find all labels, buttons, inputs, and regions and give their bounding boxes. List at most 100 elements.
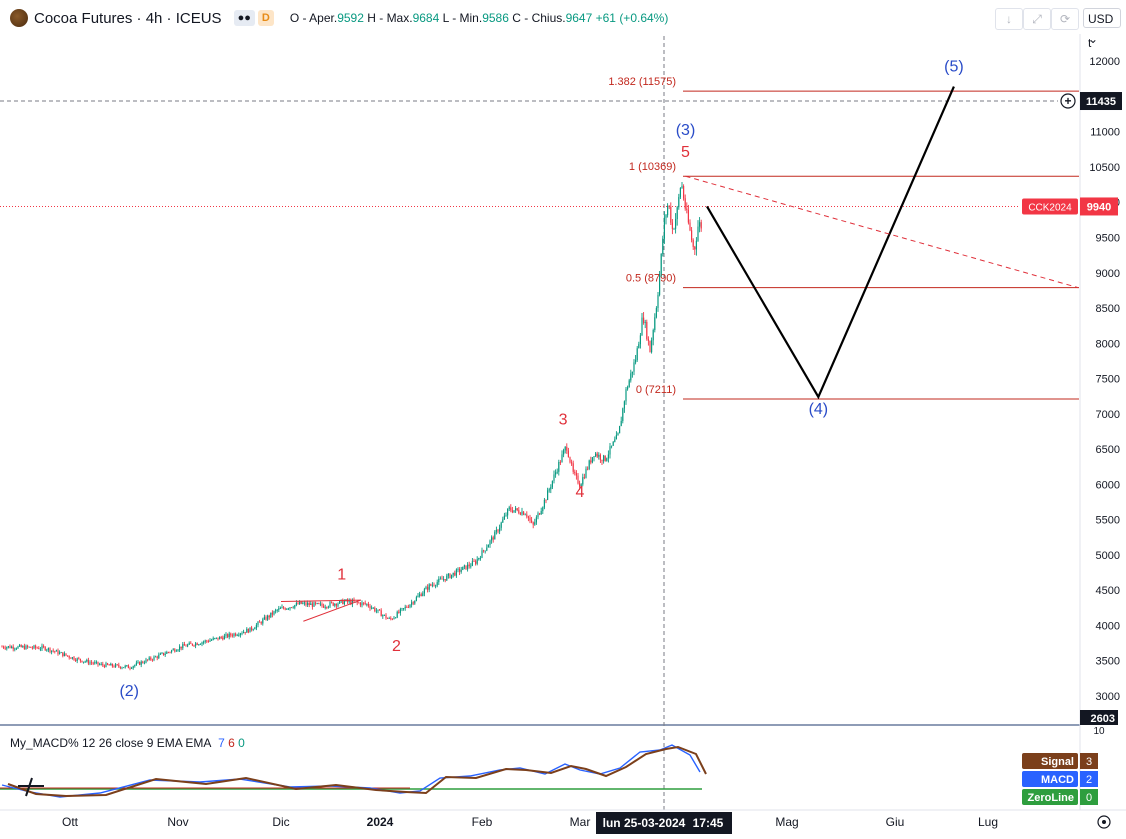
ohlc-change: +61 (+0.64%)	[595, 11, 669, 25]
signal-line[interactable]	[7, 745, 707, 798]
expand-icon[interactable]: ⤢	[1023, 8, 1051, 30]
wave-label-w5-major[interactable]: (5)	[944, 59, 964, 76]
candle-body	[601, 459, 603, 462]
candle-body	[446, 575, 448, 581]
wave-projection-path[interactable]	[706, 86, 955, 400]
candle-body	[140, 661, 142, 665]
candle-body	[334, 603, 336, 606]
wave-label-w3-major[interactable]: (3)	[676, 122, 696, 139]
unit-select[interactable]: t	[1088, 36, 1092, 50]
candle-body	[81, 660, 83, 663]
candle-body	[643, 317, 645, 323]
candle-body	[267, 615, 269, 620]
candle-body	[134, 664, 136, 667]
wave-label-w3[interactable]: 3	[559, 411, 568, 428]
candle-body	[427, 587, 429, 590]
candle-body	[438, 578, 440, 583]
candle-body	[19, 645, 21, 647]
symbol-title[interactable]: Cocoa Futures · 4h · ICEUS	[34, 9, 222, 27]
candle-body	[611, 445, 613, 447]
candle-body	[372, 607, 374, 609]
wave-label-w2[interactable]: 2	[392, 638, 401, 655]
candle-body	[92, 662, 94, 664]
candle-body	[665, 215, 667, 218]
plus-icon[interactable]: +	[1064, 94, 1071, 108]
candle-body	[185, 645, 187, 647]
symbol-price-badge[interactable]	[1022, 198, 1078, 215]
candle-body	[95, 661, 97, 663]
candle-body	[507, 508, 509, 516]
candle-body	[550, 487, 552, 490]
delayed-badge[interactable]: D	[257, 10, 274, 26]
candle-body	[571, 462, 573, 464]
time-axis-label: Dic	[272, 815, 289, 829]
candle-body	[329, 602, 331, 607]
macd-legend-badge[interactable]	[1022, 771, 1078, 787]
candle-body	[339, 600, 341, 604]
candle-body	[286, 608, 288, 610]
candle-body	[537, 513, 539, 518]
add-alert-icon[interactable]	[1060, 93, 1076, 109]
candle-body	[635, 360, 637, 363]
wave-label-w2-major[interactable]: (2)	[119, 683, 139, 700]
candle-body	[420, 594, 422, 597]
candle-body	[668, 205, 670, 207]
candle-body	[542, 507, 544, 512]
trendline-dashed[interactable]	[685, 175, 1079, 289]
macd-legend-name: ZeroLine	[1028, 792, 1074, 804]
wave-label-w5[interactable]: 5	[681, 144, 690, 161]
macd-title[interactable]: My_MACD% 12 26 close 9 EMA EMA 7 6 0	[10, 736, 245, 750]
candle-body	[190, 642, 192, 644]
triangle-line-upper[interactable]	[280, 599, 361, 602]
candle-body	[587, 468, 589, 470]
download-icon[interactable]: ↓	[995, 8, 1023, 30]
candle-body	[598, 454, 600, 457]
candle-body	[524, 514, 526, 516]
candle-body	[443, 579, 445, 580]
candle-body	[115, 664, 117, 668]
chart-header: Cocoa Futures · 4h · ICEUS ●● D O - Aper…	[0, 4, 668, 32]
candle-body	[246, 628, 248, 633]
candle-body	[574, 471, 576, 474]
candle-body	[563, 450, 565, 455]
candle-body	[462, 566, 464, 571]
candle-body	[228, 633, 230, 638]
wave-label-w4-major[interactable]: (4)	[809, 401, 829, 418]
macd-legend-badge[interactable]	[1022, 789, 1078, 805]
candle-body	[65, 653, 67, 656]
candle-body	[486, 547, 488, 551]
candle-body	[132, 666, 134, 669]
price-axis-panel[interactable]	[1080, 0, 1126, 839]
macd-legend-value-badge	[1080, 753, 1098, 769]
candle-body	[150, 657, 152, 660]
candle-body	[660, 253, 662, 275]
candle-body	[555, 472, 557, 475]
candle-body	[540, 511, 542, 515]
candle-body	[97, 661, 99, 665]
candle-body	[633, 362, 635, 372]
candle-body	[369, 606, 371, 609]
macd-legend-badge[interactable]	[1022, 753, 1078, 769]
candle-body	[404, 606, 406, 609]
candle-body	[67, 655, 69, 657]
candle-body	[596, 453, 598, 457]
wave-label-w4[interactable]: 4	[576, 484, 585, 501]
candle-body	[174, 649, 176, 652]
visibility-eye-icon[interactable]: ●●	[233, 10, 255, 26]
triangle-line-lower[interactable]	[303, 599, 362, 622]
candle-body	[662, 238, 664, 254]
candle-body	[430, 584, 432, 586]
refresh-icon[interactable]: ⟳	[1051, 8, 1079, 30]
candle-body	[102, 663, 104, 666]
candle-body	[350, 600, 352, 605]
candle-body	[564, 446, 566, 451]
candle-body	[4, 647, 6, 649]
candle-body	[526, 514, 528, 517]
candle-body	[71, 657, 73, 659]
wave-label-w1[interactable]: 1	[337, 567, 346, 584]
settings-gear-icon[interactable]	[1097, 815, 1111, 829]
candle-body	[83, 661, 85, 663]
candle-body	[147, 659, 149, 661]
currency-select[interactable]: USD ⌄	[1083, 8, 1121, 46]
